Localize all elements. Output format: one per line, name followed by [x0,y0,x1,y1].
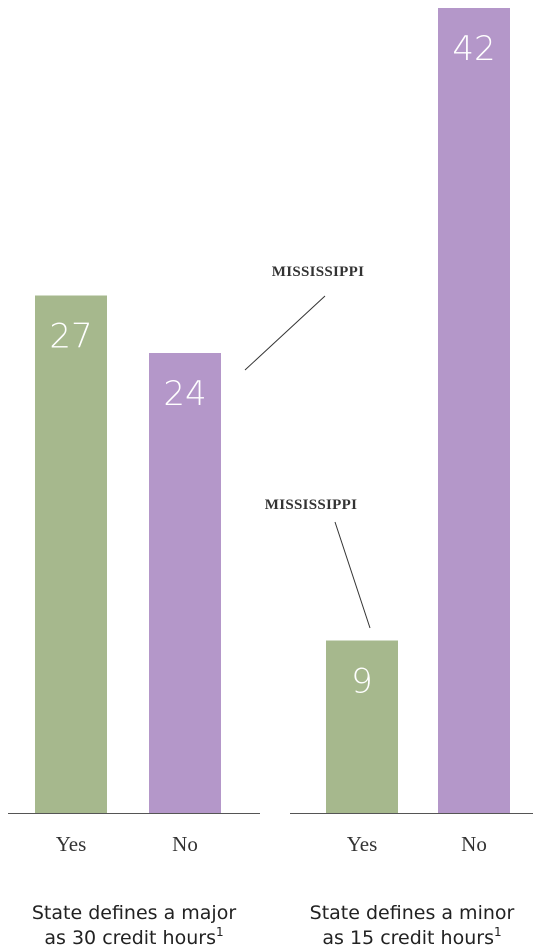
bar [438,8,510,813]
bar [35,295,107,813]
value-label: 24 [163,374,206,414]
caption-line: as 15 credit hours [322,927,494,949]
annotation: MISSISSIPPI [272,264,365,280]
caption: State defines a major [32,902,236,924]
annotation: MISSISSIPPI [265,497,358,513]
x-tick-label: No [172,832,198,856]
x-tick-label: Yes [347,832,378,856]
value-label: 27 [49,317,92,357]
caption: as 15 credit hours1 [322,925,501,949]
caption: as 30 credit hours1 [44,925,223,949]
caption: State defines a minor [310,902,515,924]
x-tick-label: Yes [56,832,87,856]
bar [149,353,221,813]
value-label: 42 [452,29,495,69]
caption-line: as 30 credit hours [44,927,216,949]
annotation-line [244,295,326,371]
x-tick-label: No [461,832,487,856]
annotation-line [334,521,371,629]
value-label: 9 [351,662,373,702]
footnote-mark: 1 [216,925,224,939]
bar [326,640,398,813]
footnote-mark: 1 [494,925,502,939]
